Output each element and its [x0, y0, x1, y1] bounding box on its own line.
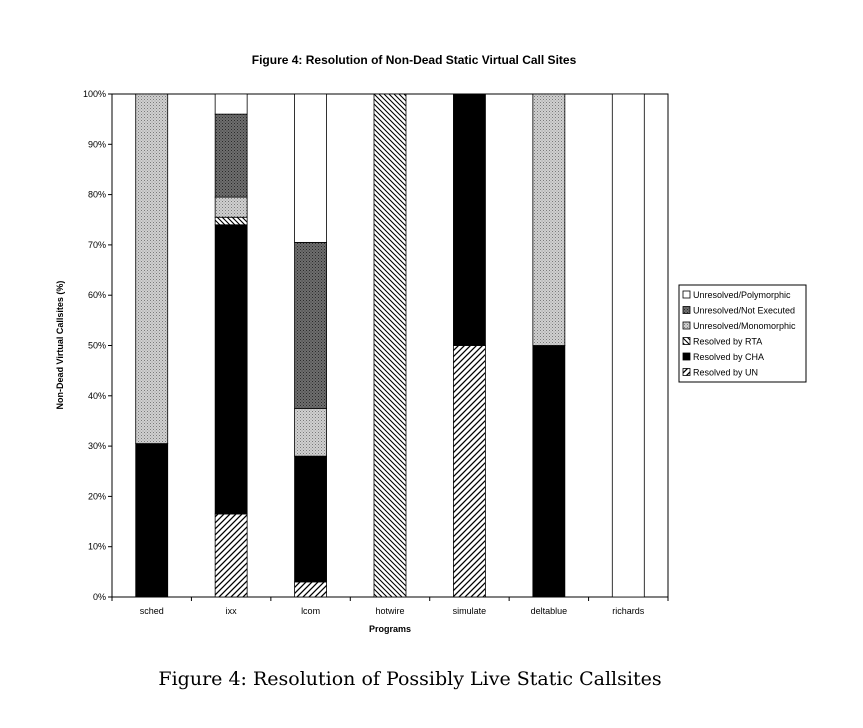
legend: Unresolved/Polymorphic Unresolved/Not Exe… [678, 284, 807, 383]
y-tick-label: 70% [88, 240, 106, 250]
x-tick-label: richards [612, 606, 645, 616]
bar-segment [214, 196, 248, 218]
legend-label: Resolved by RTA [693, 337, 762, 347]
bar-segment [294, 581, 327, 598]
y-tick-label: 60% [88, 290, 106, 300]
legend-swatch [682, 290, 691, 299]
figure-caption: Figure 4: Resolution of Possibly Live St… [158, 668, 662, 690]
x-tick-label: simulate [453, 606, 487, 616]
bar-segment [294, 455, 327, 583]
y-tick-label: 10% [88, 542, 106, 552]
bar-segment [214, 93, 248, 115]
legend-swatch [682, 321, 691, 330]
y-tick-label: 90% [88, 139, 106, 149]
bar-segment [214, 224, 248, 515]
bar-segment [135, 93, 169, 444]
legend-label: Resolved by UN [693, 368, 758, 378]
bar-segment [611, 93, 645, 598]
y-tick-label: 80% [88, 190, 106, 200]
legend-label: Resolved by CHA [693, 352, 764, 362]
x-tick-label: lcom [301, 606, 320, 616]
bars [135, 93, 645, 598]
x-tick-label: hotwire [375, 606, 404, 616]
legend-swatch [682, 306, 691, 314]
x-axis: sched ixx lcom hotwire simulate deltablue rich… [111, 597, 669, 616]
bar-segment [294, 241, 327, 409]
y-axis: 0% 10% 20% 30% 40% 50% 60% 70% 80% 90% 100% [83, 89, 112, 602]
legend-swatch [682, 337, 691, 345]
legend-swatch [682, 352, 691, 361]
legend-box [678, 284, 807, 383]
bar-segment [532, 345, 566, 598]
y-tick-label: 100% [83, 89, 106, 99]
bar-segment [453, 93, 486, 346]
y-tick-label: 30% [88, 441, 106, 451]
bar-segment [294, 93, 327, 243]
bar-segment [214, 216, 248, 226]
bar-segment [294, 407, 327, 457]
y-tick-label: 40% [88, 391, 106, 401]
bar-segment [373, 93, 407, 598]
x-tick-label: ixx [226, 606, 237, 616]
y-tick-label: 0% [93, 592, 106, 602]
y-tick-label: 50% [88, 341, 106, 351]
bar-segment [453, 345, 486, 598]
legend-label: Unresolved/Polymorphic [693, 290, 791, 300]
bar-segment [532, 93, 566, 346]
legend-label: Unresolved/Not Executed [693, 306, 795, 316]
y-axis-title: Non-Dead Virtual Callsites (%) [55, 281, 65, 410]
bar-segment [214, 113, 248, 198]
x-tick-label: deltablue [531, 606, 568, 616]
chart-title: Figure 4: Resolution of Non-Dead Static … [252, 53, 577, 67]
legend-swatch [682, 368, 691, 376]
legend-label: Unresolved/Monomorphic [693, 321, 796, 331]
x-tick-label: sched [140, 606, 164, 616]
y-tick-label: 20% [88, 491, 106, 501]
bar-segment [135, 443, 169, 598]
bar-segment [214, 513, 248, 598]
x-axis-title: Programs [369, 624, 411, 634]
